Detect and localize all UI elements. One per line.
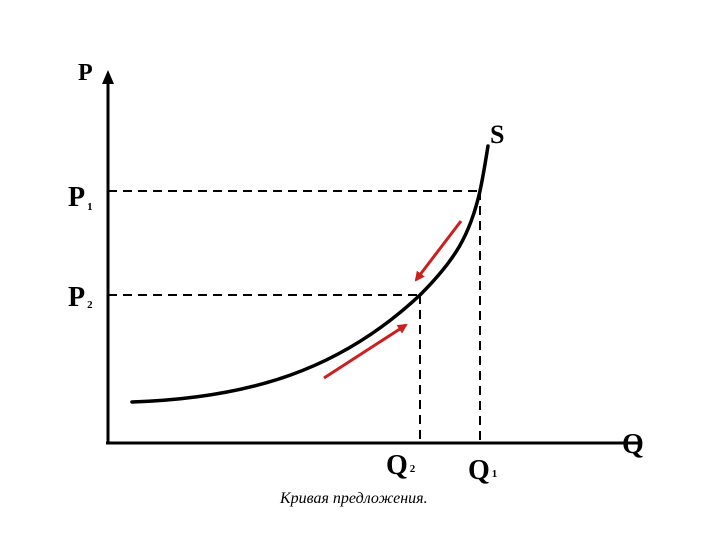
- arrow-down-along-curve: [414, 220, 463, 282]
- y-axis-arrowhead: [102, 70, 114, 84]
- arrow-up-along-curve: [323, 323, 408, 380]
- x-axis-label: Q: [622, 429, 644, 460]
- curve-label-s: S: [490, 120, 504, 149]
- diagram-caption: Кривая предложения.: [279, 490, 428, 507]
- y-axis-label: P: [78, 60, 93, 86]
- supply-curve: [130, 144, 490, 404]
